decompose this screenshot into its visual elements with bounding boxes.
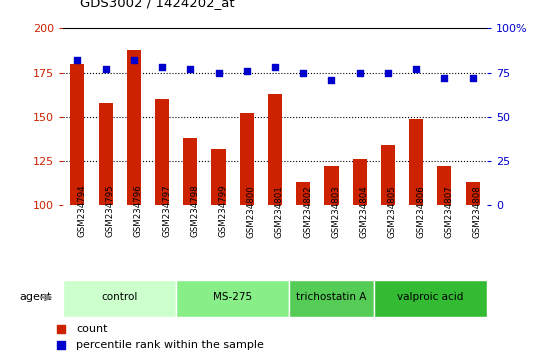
Bar — [296, 182, 310, 205]
Point — [383, 70, 392, 75]
Point — [271, 64, 279, 70]
Point — [468, 75, 477, 81]
Text: control: control — [102, 292, 138, 302]
Text: GSM234796: GSM234796 — [134, 185, 143, 238]
Bar — [98, 103, 113, 205]
Text: GSM234802: GSM234802 — [303, 185, 312, 238]
Text: agent: agent — [19, 292, 51, 302]
Text: GSM234801: GSM234801 — [275, 185, 284, 238]
Text: GSM234805: GSM234805 — [388, 185, 397, 238]
Point — [101, 66, 110, 72]
Text: MS-275: MS-275 — [213, 292, 252, 302]
Text: GSM234803: GSM234803 — [332, 185, 340, 238]
Point — [186, 66, 195, 72]
Point — [129, 57, 138, 63]
Bar — [212, 149, 225, 205]
Text: GSM234799: GSM234799 — [218, 185, 228, 238]
Bar — [240, 113, 254, 205]
Point — [299, 70, 307, 75]
Text: GSM234797: GSM234797 — [162, 185, 171, 238]
Bar — [63, 280, 176, 316]
Text: count: count — [76, 324, 108, 333]
Text: valproic acid: valproic acid — [397, 292, 464, 302]
Point — [355, 70, 364, 75]
Point — [344, 102, 353, 107]
Bar — [176, 280, 289, 316]
Text: GSM234806: GSM234806 — [416, 185, 425, 238]
Text: GSM234795: GSM234795 — [106, 185, 114, 238]
Bar — [70, 64, 85, 205]
Point — [158, 64, 167, 70]
Bar — [324, 166, 339, 205]
Point — [243, 68, 251, 74]
Point — [412, 66, 421, 72]
Text: GSM234794: GSM234794 — [78, 185, 86, 238]
Bar — [409, 119, 424, 205]
Bar — [437, 166, 452, 205]
Bar — [353, 159, 367, 205]
Bar — [381, 145, 395, 205]
Text: GSM234808: GSM234808 — [472, 185, 482, 238]
Bar — [465, 182, 480, 205]
Text: GDS3002 / 1424202_at: GDS3002 / 1424202_at — [80, 0, 234, 9]
Point — [344, 253, 353, 259]
Text: GSM234800: GSM234800 — [247, 185, 256, 238]
Text: trichostatin A: trichostatin A — [296, 292, 367, 302]
Point — [214, 70, 223, 75]
Text: GSM234807: GSM234807 — [444, 185, 453, 238]
Point — [327, 77, 336, 82]
Bar — [289, 280, 374, 316]
Text: GSM234804: GSM234804 — [360, 185, 368, 238]
Bar — [268, 94, 282, 205]
Bar — [374, 280, 487, 316]
Bar — [126, 50, 141, 205]
Text: percentile rank within the sample: percentile rank within the sample — [76, 340, 264, 350]
Point — [440, 75, 449, 81]
Text: GSM234798: GSM234798 — [190, 185, 199, 238]
Point — [73, 57, 82, 63]
Bar — [183, 138, 197, 205]
Bar — [155, 99, 169, 205]
